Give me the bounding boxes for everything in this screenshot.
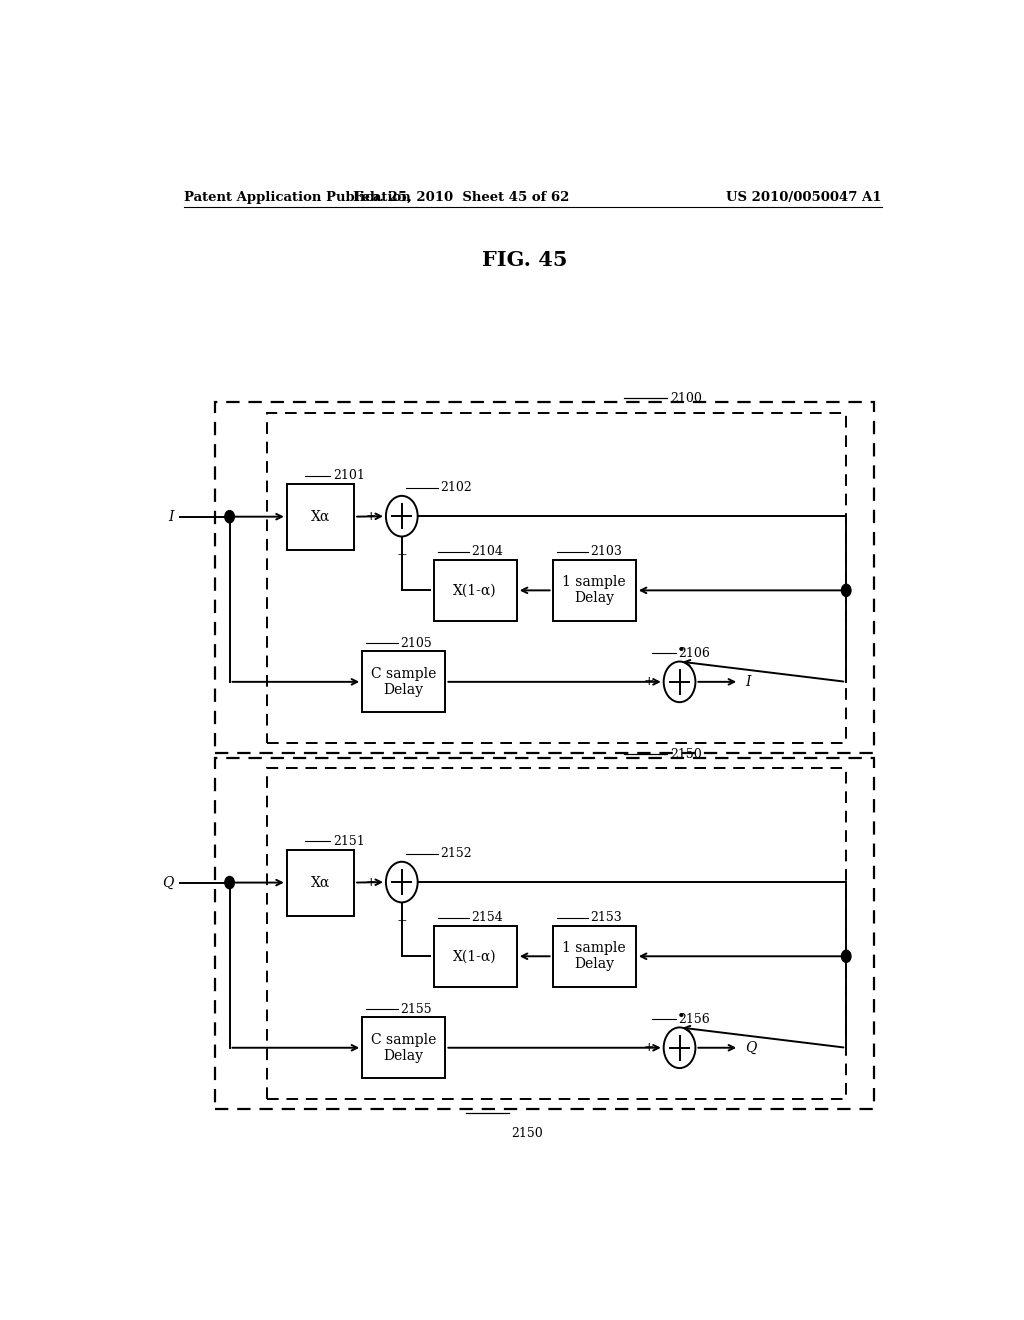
Bar — [215, 758, 873, 1109]
Text: 2106: 2106 — [678, 647, 710, 660]
Text: +: + — [366, 875, 377, 888]
Text: 2151: 2151 — [333, 836, 365, 847]
Circle shape — [386, 496, 418, 536]
Text: X(1-α): X(1-α) — [454, 949, 497, 964]
Bar — [267, 413, 846, 743]
Text: +: + — [396, 549, 408, 562]
Text: 1 sample
Delay: 1 sample Delay — [562, 941, 626, 972]
Circle shape — [664, 1027, 695, 1068]
Text: 2104: 2104 — [472, 545, 504, 558]
Text: 2103: 2103 — [591, 545, 623, 558]
Bar — [215, 403, 873, 752]
Text: 2101: 2101 — [333, 469, 365, 482]
Text: US 2010/0050047 A1: US 2010/0050047 A1 — [726, 190, 882, 203]
Text: Feb. 25, 2010  Sheet 45 of 62: Feb. 25, 2010 Sheet 45 of 62 — [353, 190, 569, 203]
Bar — [433, 925, 517, 987]
Bar — [362, 1018, 445, 1078]
Bar — [553, 560, 636, 620]
Bar — [287, 850, 354, 916]
Text: 2105: 2105 — [400, 636, 432, 649]
Text: 2150: 2150 — [512, 1127, 544, 1140]
Bar — [553, 925, 636, 987]
Circle shape — [842, 585, 851, 597]
Bar — [362, 651, 445, 713]
Text: X(1-α): X(1-α) — [454, 583, 497, 598]
Bar — [433, 560, 517, 620]
Text: I: I — [745, 675, 751, 689]
Text: Xα: Xα — [311, 510, 330, 524]
Text: Xα: Xα — [311, 875, 330, 890]
Text: FIG. 45: FIG. 45 — [482, 249, 567, 271]
Circle shape — [225, 876, 234, 888]
Circle shape — [225, 511, 234, 523]
Text: +: + — [643, 1041, 654, 1055]
Text: 1 sample
Delay: 1 sample Delay — [562, 576, 626, 606]
Text: 2153: 2153 — [591, 911, 623, 924]
Text: +: + — [396, 915, 408, 928]
Bar — [287, 483, 354, 549]
Text: Q: Q — [162, 875, 173, 890]
Text: C sample
Delay: C sample Delay — [371, 667, 436, 697]
Text: •: • — [677, 644, 686, 659]
Circle shape — [842, 950, 851, 962]
Text: Patent Application Publication: Patent Application Publication — [183, 190, 411, 203]
Text: +: + — [643, 676, 654, 688]
Text: 2150: 2150 — [670, 747, 701, 760]
Text: 2156: 2156 — [678, 1012, 710, 1026]
Circle shape — [386, 862, 418, 903]
Text: 2102: 2102 — [440, 482, 472, 494]
Text: 2100: 2100 — [670, 392, 701, 405]
Text: 2154: 2154 — [472, 911, 504, 924]
Text: C sample
Delay: C sample Delay — [371, 1032, 436, 1063]
Text: +: + — [366, 510, 377, 523]
Text: 2155: 2155 — [400, 1003, 432, 1015]
Text: I: I — [168, 510, 173, 524]
Text: •: • — [677, 1010, 686, 1024]
Text: 2152: 2152 — [440, 847, 471, 861]
Circle shape — [664, 661, 695, 702]
Bar — [267, 768, 846, 1098]
Text: Q: Q — [745, 1040, 757, 1055]
